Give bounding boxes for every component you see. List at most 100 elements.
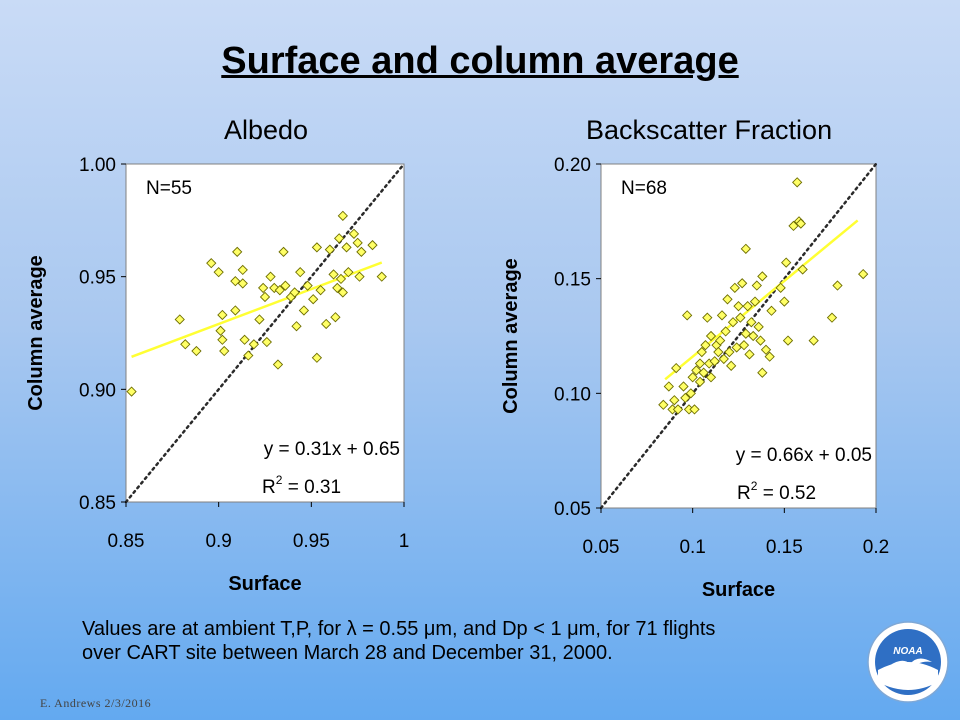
chart2-point (680, 392, 691, 404)
chart1-point (126, 386, 137, 397)
chart1-n-label: N=55 (146, 178, 192, 199)
chart2-n-label: N=68 (621, 178, 667, 199)
chart1-point (239, 334, 250, 345)
chart1-point (230, 276, 241, 287)
backscatter-panel-title: Backscatter Fraction (586, 115, 833, 145)
chart1-point (332, 282, 343, 294)
chart1-point (280, 280, 291, 291)
chart2-point (726, 360, 737, 371)
chart2-point (797, 264, 808, 275)
chart2-point (757, 271, 768, 282)
chart2-x-tick-label: 0.2 (863, 537, 889, 558)
chart1-x-tick-label: 1 (399, 531, 410, 552)
chart2-point (744, 349, 755, 360)
chart1-point (354, 271, 365, 282)
chart1-one-to-one-line (124, 162, 406, 504)
chart1-point (321, 318, 332, 330)
chart2-point (698, 367, 709, 378)
chart1-y-tick-label: 0.85 (79, 493, 116, 514)
chart2-point (764, 351, 775, 362)
chart2-point (751, 280, 762, 291)
chart2-point (713, 346, 724, 358)
chart2-point (682, 310, 693, 321)
chart1-point (258, 282, 269, 294)
chart2-y-axis-title: Column average (500, 258, 522, 414)
chart2-point (689, 404, 700, 415)
chart2-point (760, 344, 772, 355)
chart1-x-tick-label: 0.85 (108, 531, 145, 552)
chart2-point (724, 346, 735, 358)
chart2-point (826, 312, 838, 323)
chart2-point (658, 399, 669, 410)
chart1-point (335, 273, 347, 285)
chart2-point (737, 278, 748, 289)
chart2-point (709, 356, 720, 367)
chart1-point (295, 267, 306, 278)
chart2-point (663, 381, 674, 392)
chart1-point (219, 345, 230, 357)
chart2-point (671, 362, 682, 374)
chart1-y-tick-label: 1.00 (79, 155, 116, 176)
noaa-logo: NOAA (867, 621, 949, 703)
chart1-equation-label: y = 0.31x + 0.65 (264, 439, 400, 460)
chart2-point (858, 268, 869, 280)
chart2-point (781, 257, 792, 268)
chart2-point (733, 301, 744, 312)
chart2-point (694, 376, 706, 388)
chart1-point (272, 359, 284, 370)
chart2-point (700, 340, 711, 351)
chart1-point (302, 280, 313, 291)
chart1-point (356, 246, 367, 258)
chart2-one-to-one-line (599, 162, 878, 510)
chart2-point (748, 330, 759, 342)
chart1-point (174, 314, 185, 325)
chart2-point (738, 340, 750, 351)
chart2-point (757, 367, 768, 378)
chart2-point (669, 395, 680, 406)
chart2-point (687, 372, 698, 383)
chart1-point (254, 314, 265, 325)
chart1-point (232, 246, 243, 258)
albedo-panel-title: Albedo (224, 115, 309, 145)
chart1-point (215, 325, 226, 336)
chart2-point (742, 301, 753, 312)
chart2-point (775, 282, 786, 293)
chart2-point (792, 177, 803, 188)
chart1-point (248, 339, 260, 350)
chart1-point (328, 269, 339, 280)
chart1-point (289, 287, 300, 298)
chart2-point (746, 317, 757, 328)
chart1-point (330, 312, 341, 323)
chart1-point (376, 271, 387, 282)
chart2-point (766, 305, 777, 316)
chart1-point (348, 228, 360, 239)
slide-title: Surface and column average (221, 40, 739, 82)
chart2-point (749, 296, 761, 307)
chart2-point (755, 335, 766, 346)
chart2-point (678, 381, 689, 392)
chart2-point (795, 218, 806, 229)
chart1-x-tick-label: 0.9 (205, 531, 231, 552)
chart1-point (298, 305, 310, 316)
chart1-point (237, 278, 248, 289)
footnote: Values are at ambient T,P, for λ = 0.55 … (82, 617, 902, 665)
chart1-point (341, 242, 352, 253)
chart2-point (696, 346, 707, 358)
chart2-y-tick-label: 0.20 (554, 155, 591, 176)
chart1-point (352, 237, 363, 249)
chart2-x-tick-label: 0.15 (766, 537, 803, 558)
chart1-x-axis-title: Surface (228, 573, 301, 595)
chart2-fit-line (664, 219, 859, 381)
chart2-y-tick-label: 0.10 (554, 384, 591, 405)
chart1-point (261, 336, 272, 348)
chart1-point (308, 294, 319, 305)
chart1-r2-label: R2 = 0.31 (262, 473, 341, 498)
chart1-point (333, 233, 345, 244)
chart1-point (278, 246, 289, 258)
chart1-point (265, 271, 276, 282)
chart1-point (243, 350, 254, 361)
chart1-point (230, 305, 241, 316)
chart2-point (753, 321, 764, 332)
chart2-point (718, 353, 729, 365)
chart2-y-tick-label: 0.15 (554, 270, 591, 291)
